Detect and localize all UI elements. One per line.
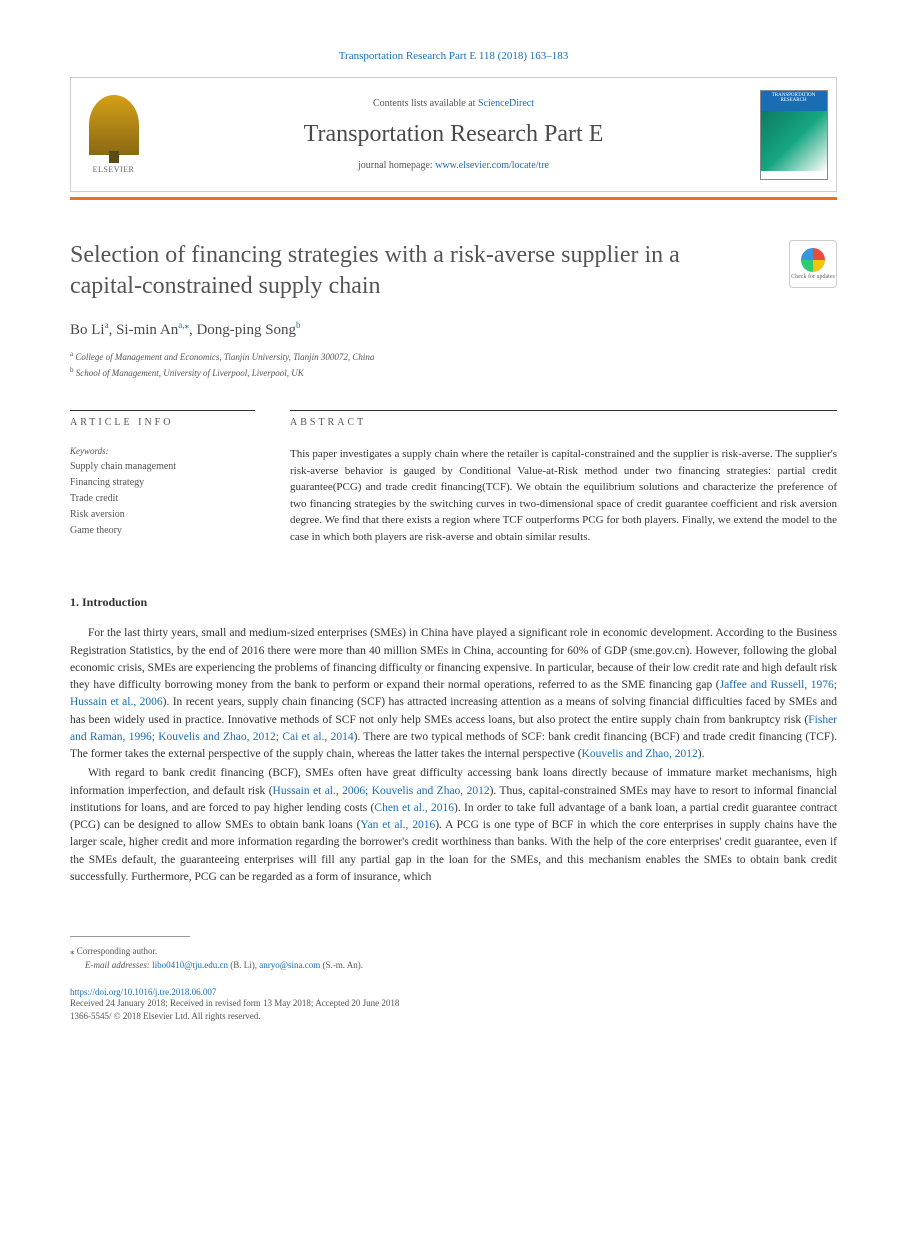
author-1-affil[interactable]: a — [105, 320, 109, 330]
intro-paragraph-2: With regard to bank credit financing (BC… — [70, 765, 837, 886]
email-link-1[interactable]: libo0410@tju.edu.cn — [152, 960, 228, 970]
abstract-column: ABSTRACT This paper investigates a suppl… — [290, 410, 837, 545]
journal-homepage-line: journal homepage: www.elsevier.com/locat… — [156, 160, 751, 171]
abstract-text: This paper investigates a supply chain w… — [290, 446, 837, 545]
author-2: Si-min An — [116, 322, 178, 338]
email-name-1: (B. Li), — [228, 960, 259, 970]
author-3-affil[interactable]: b — [296, 320, 301, 330]
cover-image — [761, 111, 827, 171]
keyword: Financing strategy — [70, 475, 255, 491]
email-link-2[interactable]: anryo@sina.com — [259, 960, 320, 970]
header-citation: Transportation Research Part E 118 (2018… — [70, 50, 837, 62]
p1-text-b: ). In recent years, supply chain financi… — [70, 696, 837, 725]
author-3: Dong-ping Song — [196, 322, 296, 338]
contents-prefix: Contents lists available at — [373, 98, 478, 109]
article-info-column: ARTICLE INFO Keywords: Supply chain mana… — [70, 410, 255, 545]
keyword: Trade credit — [70, 491, 255, 507]
affil-b-text: School of Management, University of Live… — [76, 368, 304, 378]
citation-link[interactable]: Chen et al., 2016 — [374, 802, 454, 814]
citation-link[interactable]: Yan et al., 2016 — [360, 819, 435, 831]
title-row: Selection of financing strategies with a… — [70, 240, 837, 302]
authors-line: Bo Lia, Si-min Ana,⁎, Dong-ping Songb — [70, 320, 837, 339]
sciencedirect-link[interactable]: ScienceDirect — [478, 98, 534, 109]
accent-divider — [70, 197, 837, 200]
citation-link[interactable]: Hussain et al., 2006; Kouvelis and Zhao,… — [273, 785, 490, 797]
homepage-link[interactable]: www.elsevier.com/locate/tre — [435, 160, 549, 171]
section-heading-intro: 1. Introduction — [70, 595, 837, 610]
footnote-separator — [70, 936, 190, 937]
publisher-logo-block: ELSEVIER — [71, 78, 156, 191]
author-2-corr[interactable]: ⁎ — [184, 320, 189, 330]
check-updates-badge[interactable]: Check for updates — [789, 240, 837, 288]
intro-paragraph-1: For the last thirty years, small and med… — [70, 625, 837, 763]
p1-text-d: ). — [698, 748, 705, 760]
contents-available-line: Contents lists available at ScienceDirec… — [156, 98, 751, 109]
abstract-header: ABSTRACT — [290, 410, 837, 428]
journal-cover-thumbnail: TRANSPORTATION RESEARCH — [760, 90, 828, 180]
keywords-list: Supply chain management Financing strate… — [70, 459, 255, 539]
keyword: Risk aversion — [70, 507, 255, 523]
affiliation-a: a College of Management and Economics, T… — [70, 349, 837, 365]
keyword: Supply chain management — [70, 459, 255, 475]
affil-a-sup: a — [70, 350, 73, 358]
copyright-line: 1366-5545/ © 2018 Elsevier Ltd. All righ… — [70, 1010, 837, 1023]
check-updates-icon — [801, 248, 825, 272]
keyword: Game theory — [70, 523, 255, 539]
affiliations: a College of Management and Economics, T… — [70, 349, 837, 380]
elsevier-tree-icon — [89, 95, 139, 155]
header-center: Contents lists available at ScienceDirec… — [156, 78, 751, 191]
citation-link[interactable]: Kouvelis and Zhao, 2012 — [582, 748, 698, 760]
affiliation-b: b School of Management, University of Li… — [70, 365, 837, 381]
journal-cover-block: TRANSPORTATION RESEARCH — [751, 78, 836, 191]
publisher-name: ELSEVIER — [93, 165, 135, 174]
journal-header-box: ELSEVIER Contents lists available at Sci… — [70, 77, 837, 192]
email-addresses: E-mail addresses: libo0410@tju.edu.cn (B… — [85, 959, 837, 973]
article-title: Selection of financing strategies with a… — [70, 240, 710, 302]
author-1: Bo Li — [70, 322, 105, 338]
info-abstract-row: ARTICLE INFO Keywords: Supply chain mana… — [70, 410, 837, 545]
affil-b-sup: b — [70, 366, 74, 374]
article-info-header: ARTICLE INFO — [70, 410, 255, 428]
email-name-2: (S.-m. An). — [320, 960, 363, 970]
corresponding-author-note: ⁎ Corresponding author. — [70, 945, 837, 959]
journal-name: Transportation Research Part E — [156, 121, 751, 148]
keywords-label: Keywords: — [70, 446, 255, 456]
article-history: Received 24 January 2018; Received in re… — [70, 997, 837, 1010]
doi-link[interactable]: https://doi.org/10.1016/j.tre.2018.06.00… — [70, 987, 837, 997]
homepage-prefix: journal homepage: — [358, 160, 435, 171]
email-label: E-mail addresses: — [85, 960, 152, 970]
check-updates-label: Check for updates — [791, 274, 835, 280]
affil-a-text: College of Management and Economics, Tia… — [75, 352, 374, 362]
cover-title: TRANSPORTATION RESEARCH — [761, 91, 827, 111]
